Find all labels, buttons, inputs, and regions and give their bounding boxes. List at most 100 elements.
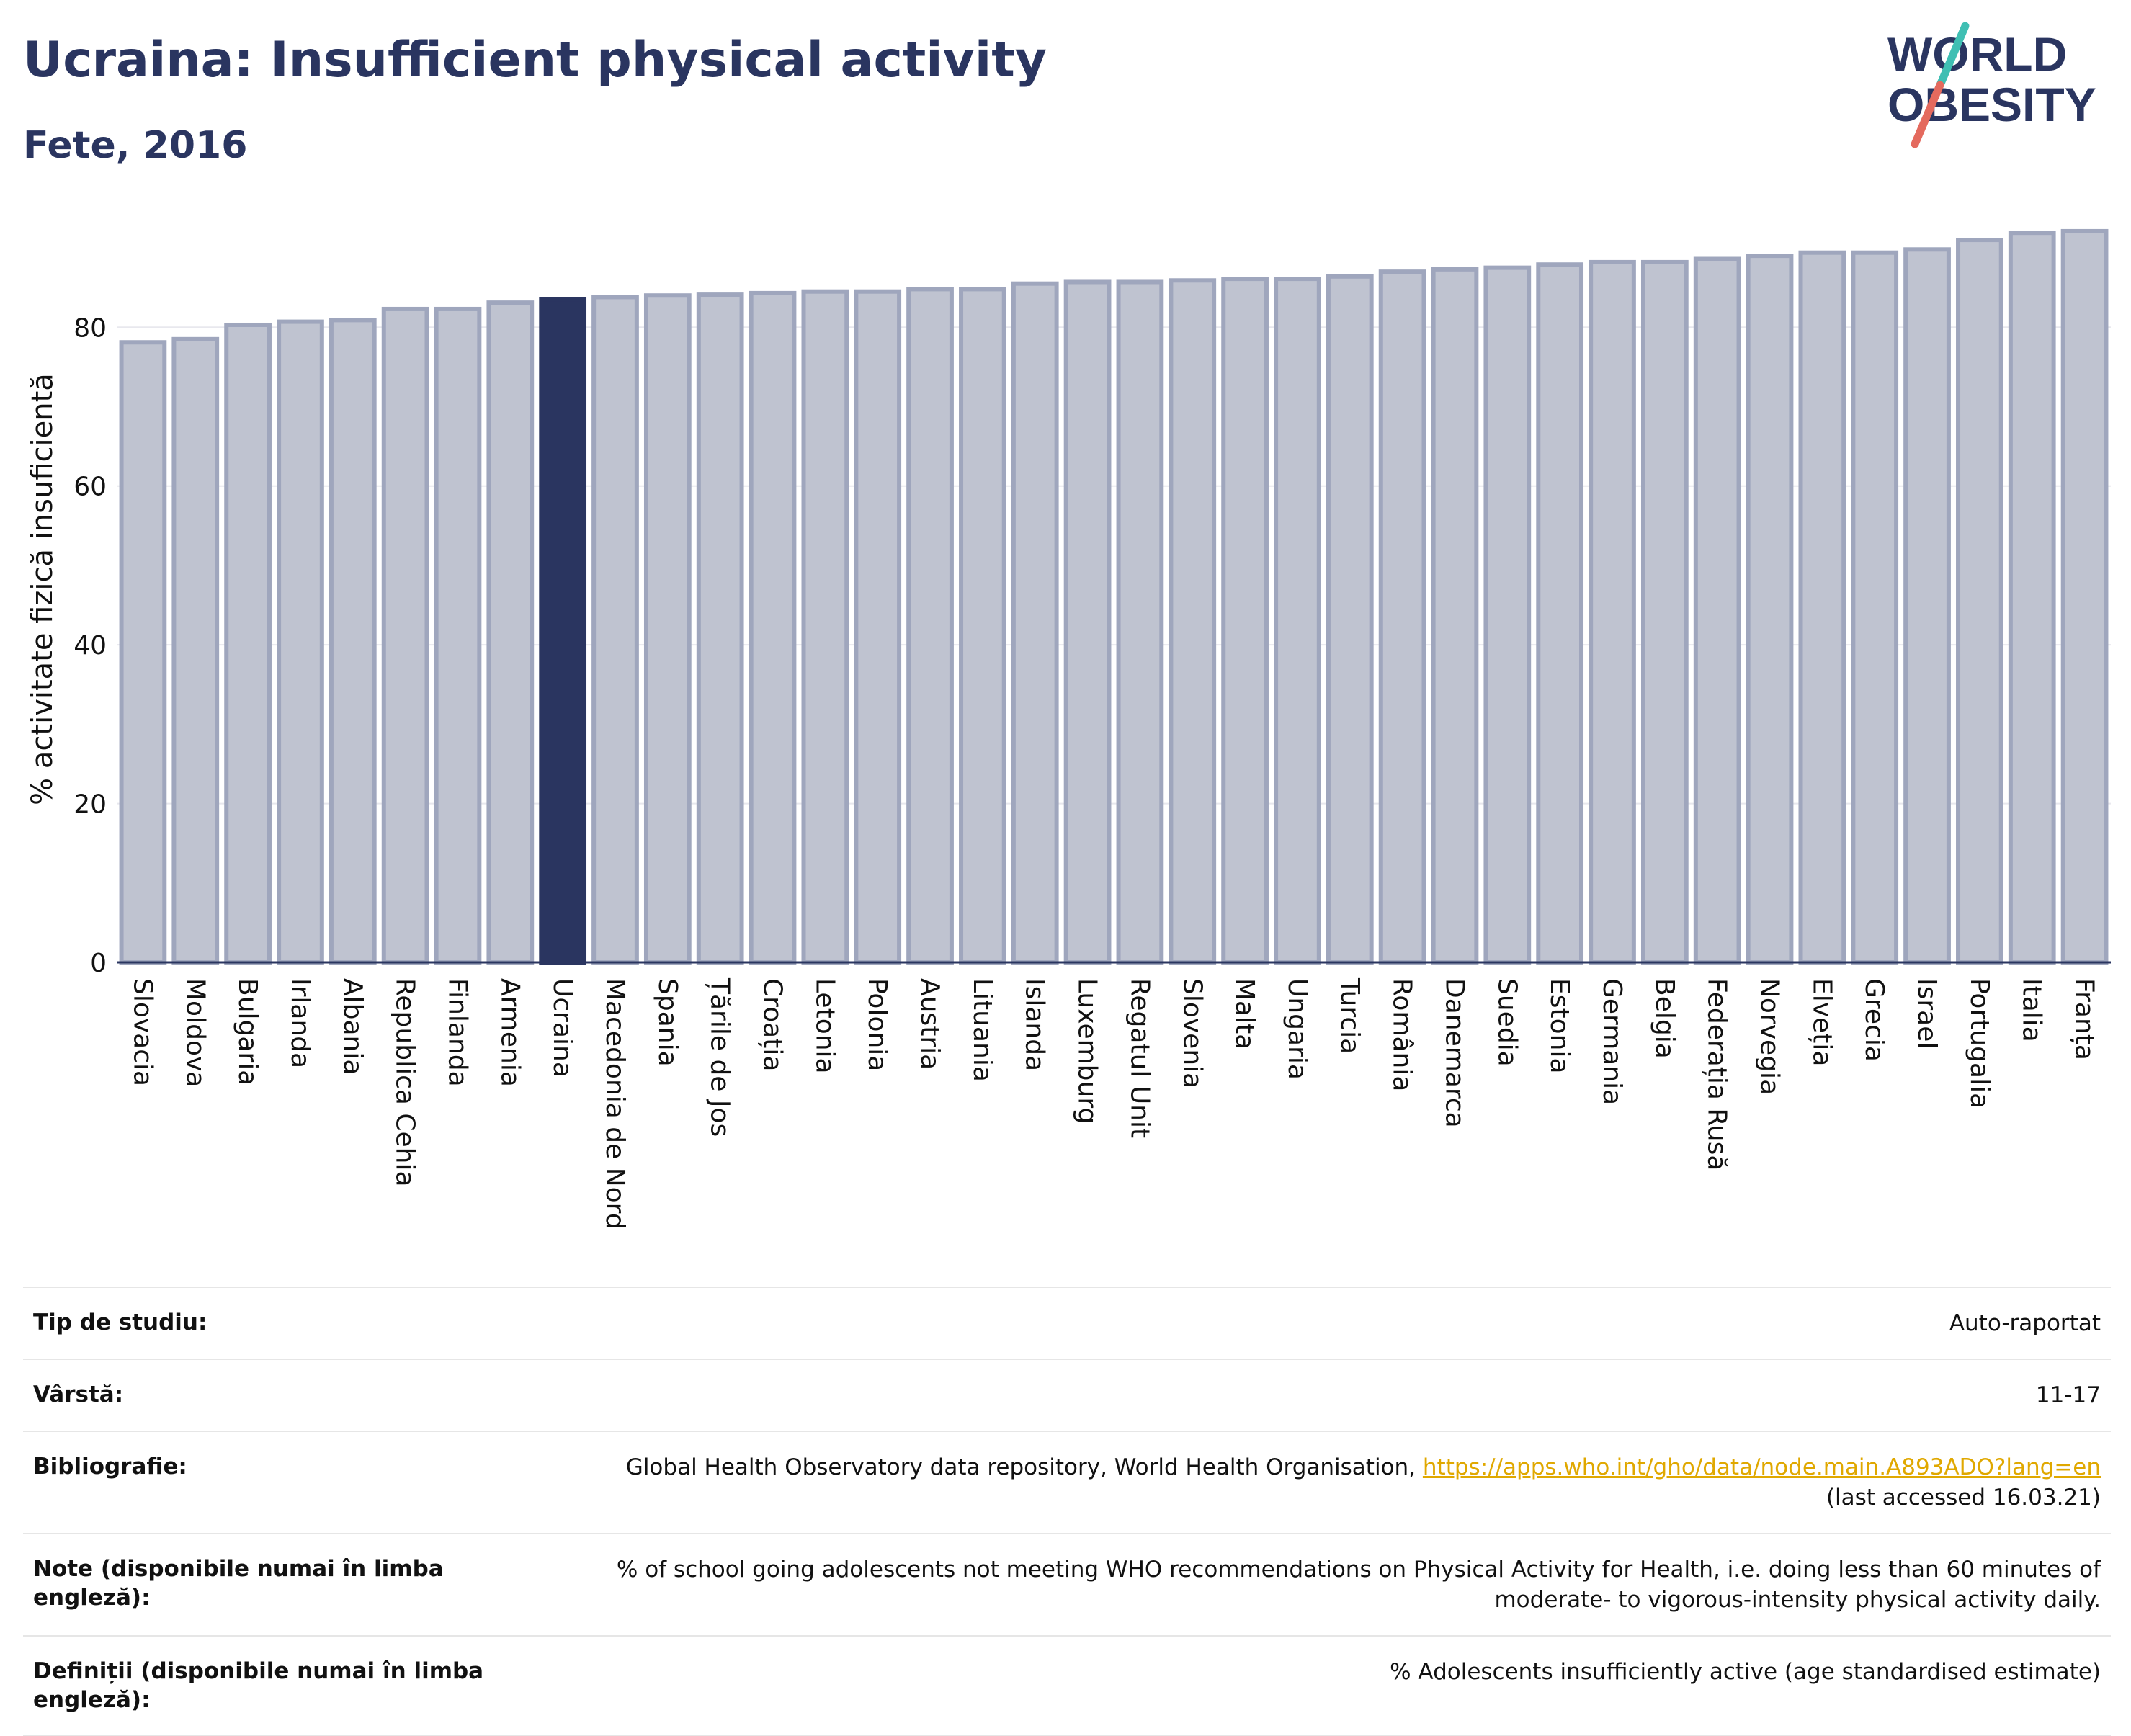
bar bbox=[119, 340, 167, 965]
bar bbox=[1063, 279, 1112, 965]
x-tick-label: Turcia bbox=[1335, 977, 1364, 1054]
info-value-text: % Adolescents insufficiently active (age… bbox=[1390, 1659, 2101, 1685]
info-value-text: % of school going adolescents not meetin… bbox=[616, 1557, 2101, 1613]
x-tick-label: Regatul Unit bbox=[1125, 978, 1154, 1138]
x-tick-label: Spania bbox=[653, 978, 682, 1067]
info-value: % of school going adolescents not meetin… bbox=[588, 1554, 2101, 1615]
bar bbox=[1640, 259, 1689, 965]
logo-text-obesity: OBESITY bbox=[1887, 78, 2096, 131]
info-value-text: Auto-raportat bbox=[1949, 1310, 2101, 1336]
x-tick-label: Federația Rusă bbox=[1702, 978, 1732, 1171]
bar bbox=[277, 319, 324, 965]
bar bbox=[2008, 231, 2056, 965]
bar bbox=[1693, 256, 1741, 965]
page-title: Ucraina: Insufficient physical activity bbox=[23, 32, 1047, 89]
x-tick-label: Armenia bbox=[495, 978, 524, 1087]
bar bbox=[329, 318, 377, 965]
y-tick-label: 80 bbox=[73, 313, 107, 343]
x-tick-label: Islanda bbox=[1020, 978, 1050, 1071]
info-row: Note (disponibile numai în limba engleză… bbox=[23, 1533, 2111, 1635]
x-tick-label: Țările de Jos bbox=[705, 977, 735, 1137]
bar bbox=[1746, 254, 1794, 965]
bar bbox=[1274, 277, 1321, 965]
info-row: Definiții (disponibile numai în limba en… bbox=[23, 1635, 2111, 1736]
bar bbox=[434, 306, 482, 965]
x-tick-label: Suedia bbox=[1492, 978, 1522, 1067]
info-table: Tip de studiu: Auto-raportat Vârstă: 11-17 B… bbox=[23, 1287, 2111, 1736]
info-value: Auto-raportat bbox=[1949, 1308, 2101, 1338]
bar bbox=[1851, 250, 1899, 965]
bibliography-link[interactable]: https://apps.who.int/gho/data/node.main.… bbox=[1422, 1454, 2101, 1480]
world-obesity-logo: WORLD OBESITY bbox=[1887, 22, 2096, 148]
x-tick-label: Elveția bbox=[1807, 978, 1836, 1066]
bar bbox=[2060, 228, 2109, 965]
x-tick-label: Norvegia bbox=[1755, 978, 1784, 1095]
bar bbox=[1326, 274, 1374, 965]
x-tick-label: Finlanda bbox=[442, 978, 472, 1087]
info-value: 11-17 bbox=[2036, 1380, 2101, 1410]
page-subtitle: Fete, 2016 bbox=[23, 124, 248, 167]
bar bbox=[749, 290, 797, 965]
x-tick-label: Irlanda bbox=[285, 978, 315, 1068]
bar bbox=[1116, 279, 1164, 965]
logo-slash-red bbox=[1911, 81, 1944, 148]
bar bbox=[381, 306, 429, 965]
bar bbox=[1431, 267, 1479, 965]
bar bbox=[171, 336, 220, 965]
info-label: Note (disponibile numai în limba engleză… bbox=[33, 1556, 444, 1611]
bar bbox=[1589, 259, 1636, 965]
bar bbox=[959, 287, 1006, 965]
x-tick-label: Luxemburg bbox=[1073, 978, 1102, 1124]
x-tick-label: Franța bbox=[2070, 978, 2099, 1060]
info-row: Tip de studiu: Auto-raportat bbox=[23, 1287, 2111, 1359]
x-tick-label: Germania bbox=[1597, 978, 1627, 1105]
bar bbox=[1483, 265, 1532, 965]
x-tick-label: Macedonia de Nord bbox=[600, 978, 630, 1230]
x-tick-label: Croația bbox=[758, 978, 787, 1071]
bar bbox=[854, 289, 902, 965]
x-tick-label: Israel bbox=[1912, 978, 1942, 1049]
bar bbox=[801, 289, 849, 965]
x-tick-label: Ungaria bbox=[1282, 978, 1312, 1080]
info-row: Vârstă: 11-17 bbox=[23, 1359, 2111, 1431]
info-label: Tip de studiu: bbox=[33, 1310, 207, 1335]
y-tick-label: 0 bbox=[90, 949, 107, 978]
x-tick-label: Letonia bbox=[810, 978, 839, 1074]
last-accessed-text: (last accessed 16.03.21) bbox=[1826, 1485, 2101, 1511]
info-label: Definiții (disponibile numai în limba en… bbox=[33, 1658, 484, 1713]
x-tick-label: Slovenia bbox=[1177, 978, 1207, 1088]
x-tick-label: Estonia bbox=[1545, 978, 1574, 1074]
bar bbox=[696, 292, 744, 965]
bar bbox=[1536, 262, 1584, 965]
bar-highlight bbox=[539, 297, 587, 965]
bar bbox=[1169, 278, 1217, 965]
x-tick-label: Polonia bbox=[862, 978, 892, 1071]
bar bbox=[906, 287, 954, 965]
info-label: Vârstă: bbox=[33, 1382, 124, 1408]
x-tick-label: Portugalia bbox=[1965, 978, 1994, 1109]
y-tick-label: 20 bbox=[73, 790, 107, 820]
x-tick-label: Ucraina bbox=[548, 978, 577, 1078]
info-label: Bibliografie: bbox=[33, 1454, 187, 1480]
bar bbox=[224, 322, 272, 965]
x-tick-label: Moldova bbox=[180, 978, 210, 1087]
x-tick-label: Albania bbox=[338, 978, 367, 1075]
y-axis-label: % activitate fizică insuficientă bbox=[26, 373, 59, 805]
bar-chart: 0 20 40 60 80 % activitate fizică insuficient… bbox=[26, 228, 2111, 1230]
x-tick-label: Grecia bbox=[1859, 978, 1889, 1062]
x-tick-label: Bulgaria bbox=[233, 978, 262, 1086]
y-tick-label: 40 bbox=[73, 631, 107, 661]
info-value-text: Global Health Observatory data repositor… bbox=[625, 1454, 1416, 1480]
bar bbox=[1011, 281, 1059, 965]
info-value: % Adolescents insufficiently active (age… bbox=[1390, 1657, 2101, 1687]
x-tick-label: Lituania bbox=[968, 978, 997, 1082]
info-value: Global Health Observatory data repositor… bbox=[626, 1452, 2101, 1513]
x-tick-label: Republica Cehia bbox=[390, 978, 420, 1187]
bar bbox=[1903, 247, 1951, 965]
x-tick-label: România bbox=[1388, 978, 1417, 1091]
bar bbox=[1378, 269, 1426, 965]
bar bbox=[486, 300, 535, 965]
info-row: Bibliografie: Global Health Observatory d… bbox=[23, 1431, 2111, 1533]
bar bbox=[1798, 250, 1846, 965]
logo-slash-teal bbox=[1936, 22, 1970, 89]
